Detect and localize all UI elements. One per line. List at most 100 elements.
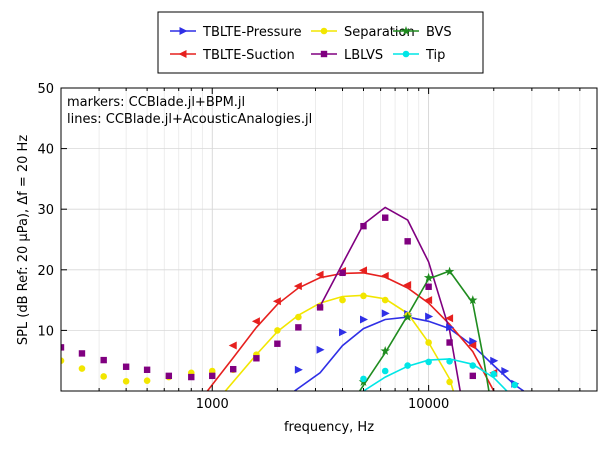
data-point-tblte-pressure [501,367,510,376]
legend-label-separation: Separation [344,25,415,40]
data-point-tblte-pressure [425,312,434,321]
data-point-bvs [423,272,434,282]
data-point-lblvs [469,372,476,380]
data-point-tblte-pressure [294,365,303,374]
data-point-separation [381,296,389,304]
y-tick-label: 50 [37,82,54,97]
legend-marker-tblte-pressure [179,27,188,35]
data-point-lblvs [209,372,216,380]
legend-marker-lblvs [320,50,328,58]
data-point-separation [122,378,130,385]
data-point-lblvs [274,340,281,347]
data-point-lblvs [122,363,130,370]
data-point-lblvs [446,339,453,346]
data-point-lblvs [382,214,389,221]
data-point-lblvs [339,269,346,277]
legend-marker-tip [402,50,410,58]
data-point-lblvs [188,373,195,381]
data-point-tblte-pressure [339,328,348,337]
x-tick-label: 10000 [408,397,449,412]
data-point-tblte-pressure [381,309,390,318]
data-point-tip [490,370,498,378]
data-point-lblvs [165,372,173,380]
legend-label-lblvs: LBLVS [344,48,383,63]
data-point-bvs [402,312,413,322]
data-point-lblvs [61,344,65,351]
data-point-separation [78,365,86,372]
data-point-tblte-suction [424,296,433,305]
legend: TBLTE-Pressure TBLTE-Suction Separation LBL… [157,11,484,74]
data-point-tip [446,358,453,365]
series-line-tblte-pressure [294,316,525,391]
data-point-tip [511,381,519,389]
legend-label-tblte-suction: TBLTE-Suction [202,48,295,63]
data-point-tblte-suction [468,341,477,350]
data-point-tblte-pressure [316,345,325,354]
data-point-lblvs [404,238,411,245]
data-point-lblvs [360,222,367,230]
series-markers [61,214,520,389]
data-point-tip [404,362,411,369]
data-point-lblvs [78,350,86,357]
data-point-tip [360,375,367,383]
data-point-tblte-suction [293,282,302,291]
data-point-separation [100,373,107,380]
data-point-tblte-pressure [469,337,478,346]
data-point-separation [143,377,151,384]
axis-ticks: 1000 10000 10 20 30 40 50 [37,82,597,412]
legend-box [157,11,484,74]
x-axis-label: frequency, Hz [284,420,374,435]
y-axis-label: SPL (dB Ref: 20 μPa), Δf = 20 Hz [16,135,31,345]
legend-marker-tblte-suction [178,50,187,58]
data-point-lblvs [253,355,260,362]
data-point-tblte-suction [403,280,412,289]
y-tick-label: 20 [37,264,54,279]
data-point-lblvs [425,283,432,290]
data-point-tblte-suction [272,297,281,306]
data-point-tblte-pressure [359,315,368,324]
legend-label-tblte-pressure: TBLTE-Pressure [202,25,302,40]
legend-marker-separation [320,27,328,35]
data-point-lblvs [230,365,237,373]
data-point-tblte-suction [228,341,237,350]
legend-label-bvs: BVS [426,25,452,40]
x-tick-label: 1000 [196,397,229,412]
data-point-lblvs [100,356,107,364]
data-point-separation [446,378,453,386]
data-point-separation [61,357,65,364]
data-point-tblte-suction [251,317,260,326]
data-point-separation [339,296,346,304]
plot-frame [60,87,598,392]
annotation-markers: markers: CCBlade.jl+BPM.jl [67,95,245,110]
data-point-separation [295,313,302,321]
data-point-separation [274,327,281,334]
data-point-tblte-pressure [490,356,499,365]
data-point-tblte-suction [445,314,454,323]
y-tick-label: 40 [37,143,54,158]
data-point-lblvs [143,366,151,373]
data-point-bvs [380,346,390,355]
data-point-tblte-suction [358,266,367,275]
series-lines [206,206,525,391]
series-line-separation [224,294,455,391]
data-point-tblte-pressure [446,323,455,332]
data-point-tip [425,358,432,366]
legend-marker-bvs [401,26,411,35]
annotation-lines: lines: CCBlade.jl+AcousticAnalogies.jl [67,112,312,127]
legend-label-tip: Tip [425,48,445,63]
data-point-bvs [444,266,455,276]
data-point-separation [360,292,367,300]
data-point-separation [425,339,432,346]
y-tick-label: 30 [37,203,54,218]
data-point-tip [381,367,389,375]
y-tick-label: 10 [37,324,54,339]
data-point-bvs [468,295,478,305]
series-line-tip [363,358,508,391]
data-point-tblte-suction [380,271,389,280]
data-point-tblte-suction [315,270,324,279]
data-point-lblvs [316,304,324,311]
series-line-lblvs [319,206,461,391]
